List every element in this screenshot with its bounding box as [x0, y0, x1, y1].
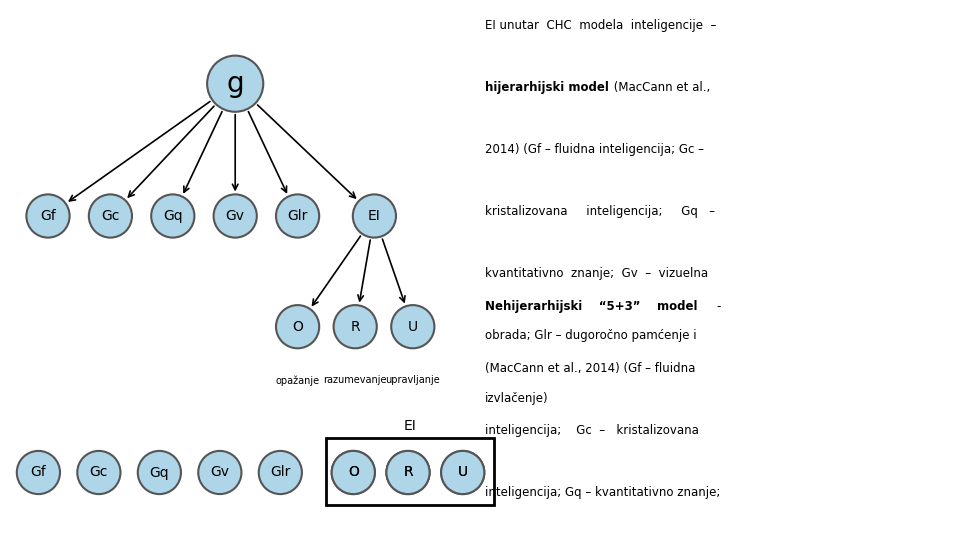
Text: Gq: Gq: [163, 209, 182, 223]
Text: kristalizovana     inteligencija;     Gq   –: kristalizovana inteligencija; Gq –: [485, 205, 715, 218]
Circle shape: [78, 451, 121, 494]
Text: Gv: Gv: [226, 209, 245, 223]
Circle shape: [276, 305, 319, 348]
Bar: [326, 438, 494, 505]
Circle shape: [386, 451, 430, 494]
Text: O: O: [348, 465, 359, 480]
Circle shape: [276, 194, 319, 238]
Circle shape: [138, 451, 181, 494]
Text: Nehijerarhijski    “5+3”    model: Nehijerarhijski “5+3” model: [485, 300, 697, 313]
Circle shape: [207, 56, 263, 112]
Text: Glr: Glr: [287, 209, 308, 223]
Circle shape: [441, 451, 484, 494]
Text: R: R: [403, 465, 413, 480]
Text: U: U: [408, 320, 418, 334]
Text: hijerarhijski model: hijerarhijski model: [485, 81, 609, 94]
Circle shape: [332, 451, 375, 494]
Text: Gv: Gv: [210, 465, 229, 480]
Text: Gc: Gc: [89, 465, 108, 480]
Circle shape: [17, 451, 60, 494]
Circle shape: [392, 305, 435, 348]
Circle shape: [89, 194, 132, 238]
Circle shape: [214, 194, 257, 238]
Text: 2014) (Gf – fluidna inteligencija; Gc –: 2014) (Gf – fluidna inteligencija; Gc –: [485, 143, 704, 156]
Circle shape: [152, 194, 195, 238]
Circle shape: [334, 305, 377, 348]
Circle shape: [259, 451, 302, 494]
Circle shape: [386, 451, 430, 494]
Text: EI: EI: [403, 419, 417, 433]
Circle shape: [199, 451, 242, 494]
Text: (MacCann et al., 2014) (Gf – fluidna: (MacCann et al., 2014) (Gf – fluidna: [485, 362, 695, 375]
Text: R: R: [350, 320, 360, 334]
Text: obrada; Glr – dugoročno pamćenje i: obrada; Glr – dugoročno pamćenje i: [485, 329, 696, 342]
Text: U: U: [458, 465, 468, 480]
Text: izvlačenje): izvlačenje): [485, 392, 548, 404]
Text: Glr: Glr: [270, 465, 291, 480]
Text: inteligencija;    Gc  –   kristalizovana: inteligencija; Gc – kristalizovana: [485, 424, 699, 437]
Text: EI: EI: [368, 209, 381, 223]
Text: -: -: [702, 300, 721, 313]
Text: R: R: [403, 465, 413, 480]
Text: opažanje: opažanje: [276, 375, 320, 386]
Text: inteligencija; Gq – kvantitativno znanje;: inteligencija; Gq – kvantitativno znanje…: [485, 486, 720, 499]
Text: O: O: [292, 320, 303, 334]
Text: Gf: Gf: [40, 209, 56, 223]
Text: Gf: Gf: [31, 465, 46, 480]
Text: upravljanje: upravljanje: [385, 375, 441, 386]
Circle shape: [27, 194, 70, 238]
Text: kvantitativno  znanje;  Gv  –  vizuelna: kvantitativno znanje; Gv – vizuelna: [485, 267, 708, 280]
Text: Gq: Gq: [150, 465, 169, 480]
Text: g: g: [227, 70, 244, 98]
Circle shape: [441, 451, 484, 494]
Circle shape: [353, 194, 396, 238]
Text: U: U: [458, 465, 468, 480]
Text: O: O: [348, 465, 359, 480]
Text: razumevanje: razumevanje: [324, 375, 387, 386]
Text: EI unutar  CHC  modela  inteligencije  –: EI unutar CHC modela inteligencije –: [485, 19, 716, 32]
Circle shape: [332, 451, 375, 494]
Text: (MacCann et al.,: (MacCann et al.,: [610, 81, 710, 94]
Text: Gc: Gc: [101, 209, 120, 223]
